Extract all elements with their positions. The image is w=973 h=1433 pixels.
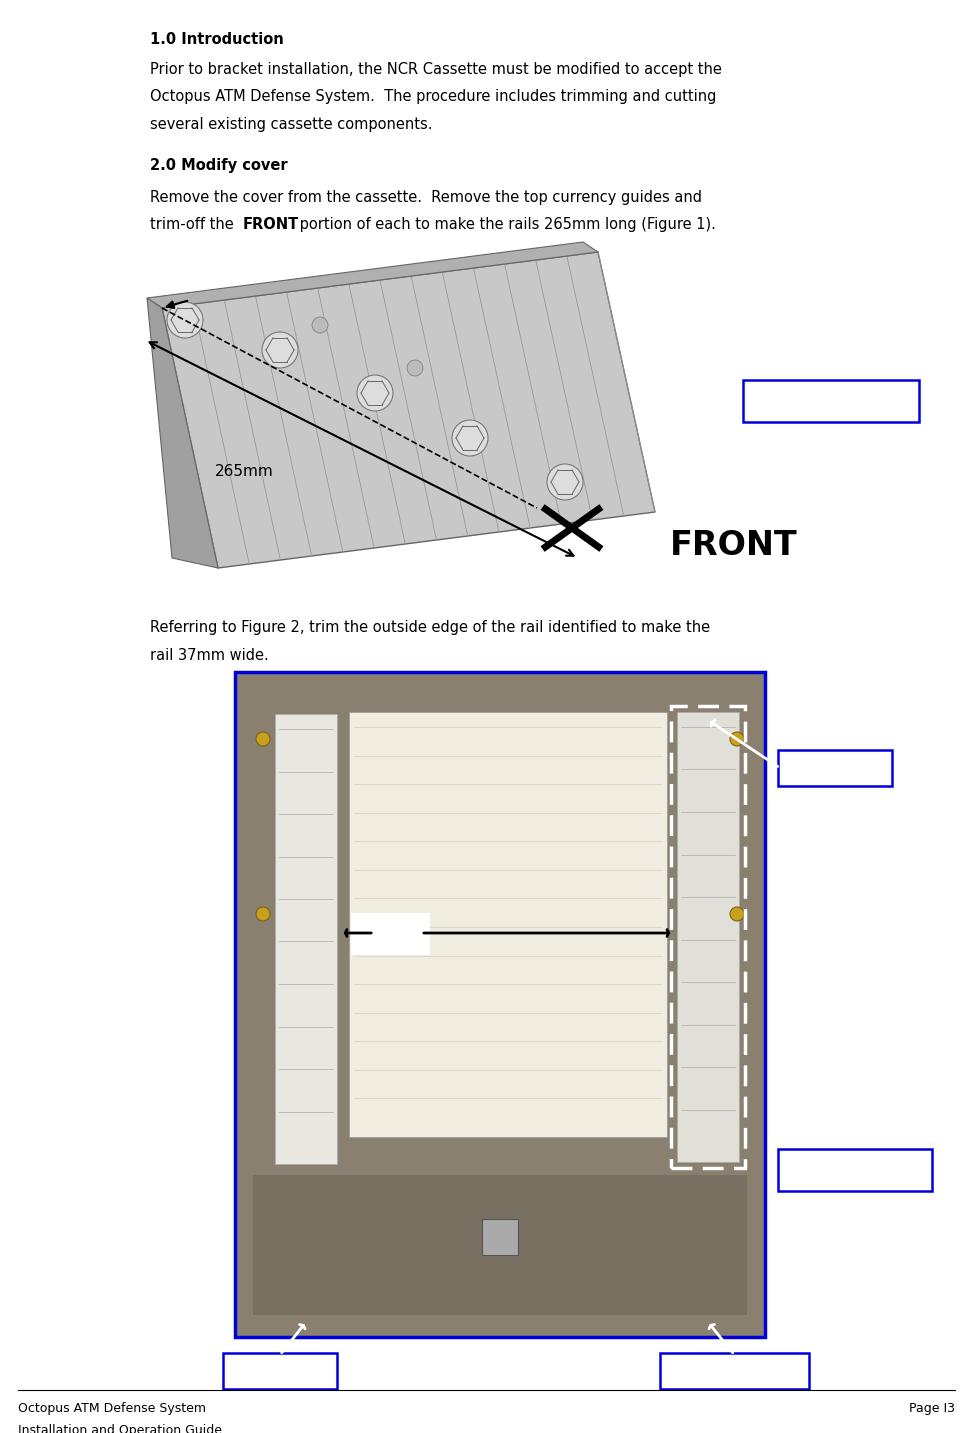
Text: Figure 1: Figure 1 — [801, 394, 862, 408]
Text: 1.0 Introduction: 1.0 Introduction — [150, 32, 284, 47]
FancyBboxPatch shape — [253, 694, 747, 1318]
Text: Page I3: Page I3 — [909, 1401, 955, 1414]
Polygon shape — [147, 298, 218, 567]
Circle shape — [357, 375, 393, 411]
Text: 37mm: 37mm — [360, 924, 418, 941]
Text: FRONT: FRONT — [243, 216, 300, 232]
Circle shape — [407, 360, 423, 375]
FancyBboxPatch shape — [778, 749, 892, 785]
Text: Remove the cover from the cassette.  Remove the top currency guides and: Remove the cover from the cassette. Remo… — [150, 191, 702, 205]
Circle shape — [167, 302, 203, 338]
Circle shape — [730, 732, 744, 747]
Circle shape — [312, 317, 328, 332]
Text: 2.0 Modify cover: 2.0 Modify cover — [150, 158, 288, 173]
Text: several existing cassette components.: several existing cassette components. — [150, 118, 433, 132]
Polygon shape — [147, 242, 598, 308]
Circle shape — [452, 420, 488, 456]
Circle shape — [256, 732, 270, 747]
FancyBboxPatch shape — [223, 1353, 337, 1389]
FancyBboxPatch shape — [660, 1353, 809, 1389]
Text: Remove: Remove — [249, 1364, 311, 1379]
FancyBboxPatch shape — [349, 712, 667, 1136]
FancyBboxPatch shape — [253, 1175, 747, 1315]
Text: Octopus ATM Defense System.  The procedure includes trimming and cutting: Octopus ATM Defense System. The procedur… — [150, 89, 716, 105]
Text: rail 37mm wide.: rail 37mm wide. — [150, 648, 269, 662]
FancyBboxPatch shape — [743, 380, 919, 421]
Text: Raised Rib: Raised Rib — [693, 1364, 775, 1379]
Polygon shape — [162, 252, 655, 567]
FancyBboxPatch shape — [351, 913, 430, 954]
Polygon shape — [482, 1219, 518, 1255]
Text: Prior to bracket installation, the NCR Cassette must be modified to accept the: Prior to bracket installation, the NCR C… — [150, 62, 722, 77]
Text: Octopus ATM Defense System: Octopus ATM Defense System — [18, 1401, 206, 1414]
Circle shape — [547, 464, 583, 500]
Circle shape — [256, 907, 270, 921]
FancyBboxPatch shape — [778, 1149, 932, 1191]
Text: Referring to Figure 2, trim the outside edge of the rail identified to make the: Referring to Figure 2, trim the outside … — [150, 620, 710, 635]
Text: Installation and Operation Guide: Installation and Operation Guide — [18, 1424, 222, 1433]
Text: FRONT: FRONT — [670, 529, 798, 562]
Circle shape — [730, 907, 744, 921]
Circle shape — [262, 332, 298, 368]
Text: 265mm: 265mm — [215, 464, 273, 480]
FancyBboxPatch shape — [677, 712, 739, 1162]
FancyBboxPatch shape — [235, 672, 765, 1337]
Text: Figure 2: Figure 2 — [824, 1162, 885, 1178]
Text: Remove: Remove — [804, 761, 866, 775]
Text: trim-off the: trim-off the — [150, 216, 238, 232]
FancyBboxPatch shape — [275, 714, 337, 1164]
Text: portion of each to make the rails 265mm long (Figure 1).: portion of each to make the rails 265mm … — [295, 216, 716, 232]
